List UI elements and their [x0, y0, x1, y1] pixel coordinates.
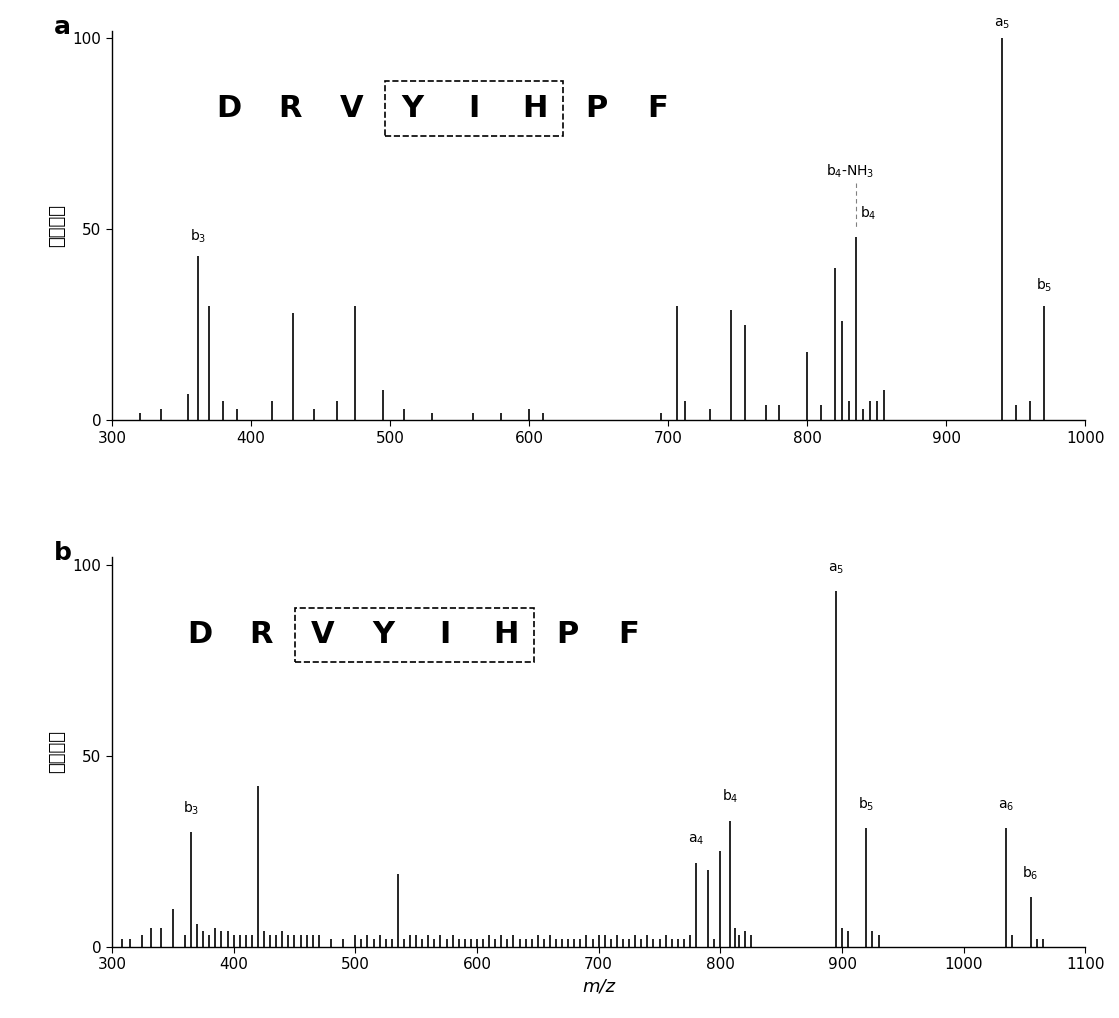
Text: D: D	[187, 620, 213, 649]
Text: D: D	[216, 94, 242, 123]
Text: V: V	[310, 620, 333, 649]
Y-axis label: 相对强度: 相对强度	[48, 204, 66, 247]
Text: b$_3$: b$_3$	[182, 799, 199, 816]
Text: a: a	[54, 15, 70, 39]
Text: F: F	[619, 620, 639, 649]
Text: b$_4$: b$_4$	[722, 788, 739, 805]
Text: a$_5$: a$_5$	[828, 562, 844, 576]
Text: I: I	[469, 94, 480, 123]
Text: Y: Y	[402, 94, 424, 123]
Text: P: P	[556, 620, 579, 649]
Text: a$_5$: a$_5$	[994, 16, 1010, 31]
Text: b$_6$: b$_6$	[1023, 864, 1038, 882]
Text: b$_3$: b$_3$	[190, 227, 206, 244]
Text: R: R	[250, 620, 273, 649]
X-axis label: m/z: m/z	[582, 977, 615, 996]
Text: V: V	[339, 94, 364, 123]
Text: I: I	[439, 620, 451, 649]
Text: a$_4$: a$_4$	[688, 833, 704, 847]
Text: a$_6$: a$_6$	[998, 798, 1015, 813]
Text: b$_5$: b$_5$	[1035, 277, 1052, 294]
Text: b$_4$-NH$_3$: b$_4$-NH$_3$	[826, 162, 875, 179]
Y-axis label: 相对强度: 相对强度	[48, 730, 66, 774]
Text: Y: Y	[373, 620, 395, 649]
Text: P: P	[585, 94, 608, 123]
Text: b$_4$: b$_4$	[861, 205, 876, 222]
Text: H: H	[523, 94, 548, 123]
Text: R: R	[279, 94, 302, 123]
Text: b: b	[54, 542, 72, 565]
Text: F: F	[648, 94, 668, 123]
Text: H: H	[493, 620, 519, 649]
Text: b$_5$: b$_5$	[858, 795, 875, 813]
